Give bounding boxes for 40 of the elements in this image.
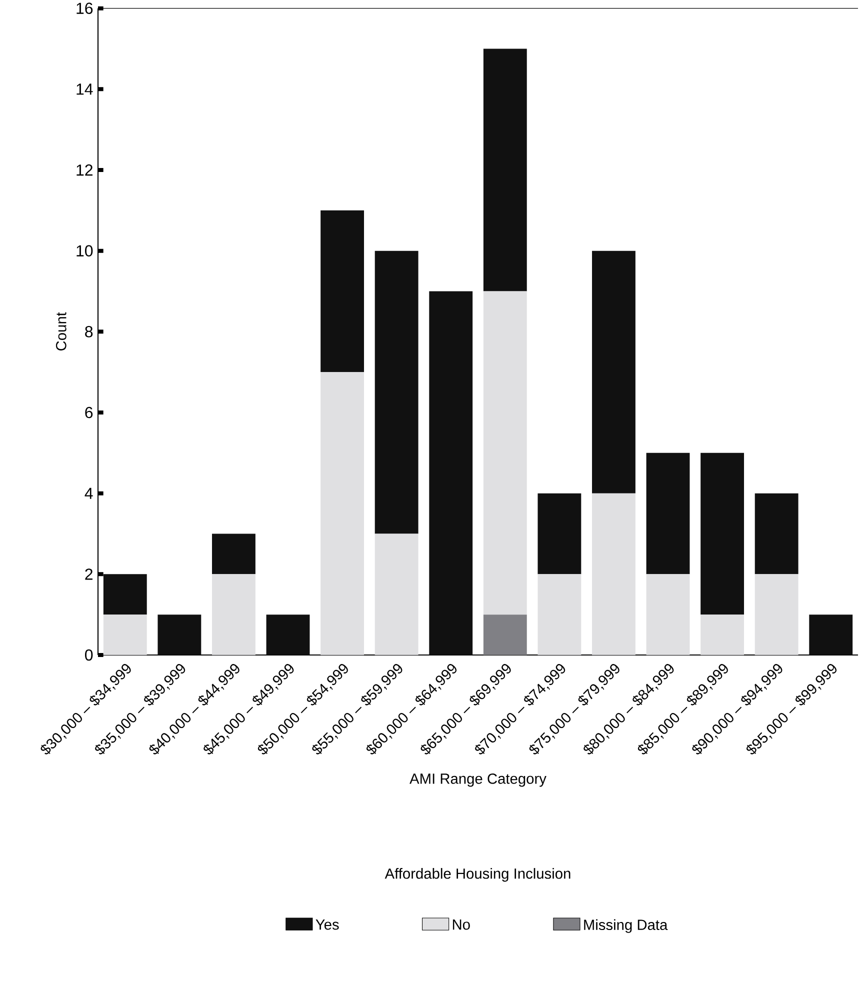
y-tick-label: 8 — [85, 326, 93, 338]
bar — [700, 452, 744, 615]
bar — [754, 574, 798, 655]
y-tick-label: 16 — [76, 2, 93, 14]
bar — [103, 614, 147, 655]
y-tick-label: 10 — [76, 245, 93, 256]
legend-label: Yes — [316, 920, 339, 930]
bar — [754, 493, 798, 574]
bar — [103, 574, 147, 615]
bar — [320, 372, 364, 655]
y-tick-label: 12 — [76, 164, 92, 176]
bar — [538, 493, 582, 574]
y-tick-label: 4 — [84, 488, 93, 499]
bar — [483, 291, 527, 615]
bar — [158, 614, 202, 655]
bar — [592, 250, 636, 494]
bar — [212, 574, 256, 655]
bar — [809, 614, 853, 655]
bar — [374, 250, 418, 534]
bar — [483, 614, 527, 655]
bar — [646, 574, 690, 655]
bar — [320, 210, 364, 372]
bar — [700, 614, 744, 655]
bar — [374, 534, 418, 655]
y-tick-label: 14 — [76, 84, 93, 95]
bar — [212, 534, 256, 574]
x-axis-title: AMI Range Category — [410, 774, 546, 787]
y-axis-title: Count — [56, 312, 66, 350]
legend-label: Missing Data — [584, 919, 668, 933]
bar — [538, 574, 582, 655]
bar — [266, 614, 310, 655]
y-tick-label: 6 — [85, 406, 93, 418]
legend-title: Affordable Housing Inclusion — [384, 868, 570, 882]
y-tick-label: 2 — [85, 568, 92, 580]
bar — [592, 493, 636, 655]
bar — [429, 291, 473, 655]
legend-label: No — [452, 920, 470, 930]
bar — [646, 452, 690, 574]
y-tick-label: 0 — [85, 649, 93, 661]
bar — [483, 48, 527, 292]
